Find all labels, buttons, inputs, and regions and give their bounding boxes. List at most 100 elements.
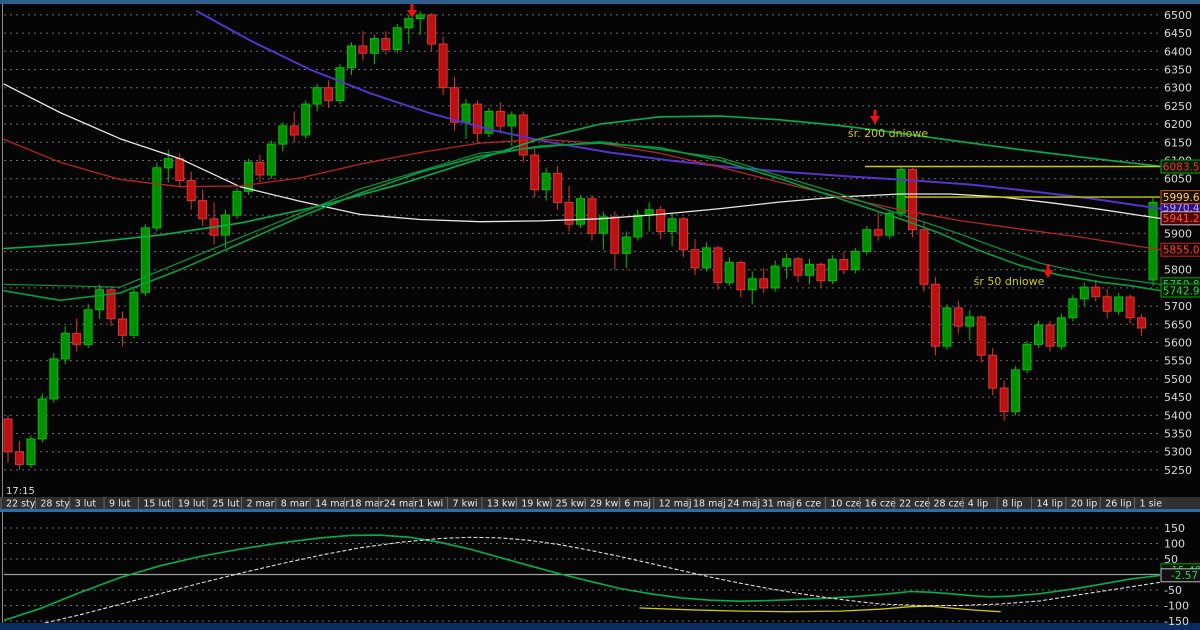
date-label: 15 lut [143,499,171,510]
candle-up [633,214,643,238]
candle-up [1034,324,1043,345]
candle-up [1056,317,1066,347]
date-label: 25 lut [212,499,240,510]
date-label: 2 mar [246,499,274,510]
price-value-boxes: 6083.565970.425999.615941.235855.055759.… [1160,159,1200,298]
candle-down [839,259,849,271]
candle-up [827,259,837,282]
date-axis-separator [0,509,1200,512]
window-bottom-edge [0,623,1200,630]
candle-down [736,261,746,291]
candle-down [289,125,299,136]
ma-white [3,83,1161,223]
candle-down [427,14,437,45]
candle-down [873,229,883,236]
date-label: 1 sie [1140,499,1163,510]
price-box-value: 6083.56 [1163,161,1200,173]
candle-down [450,87,459,123]
candle-up [782,258,792,267]
date-label: 7 kwi [453,499,478,510]
hist-avg-line [639,605,1001,613]
candle-down [656,209,666,232]
indicator-axis-label: -50 [1164,584,1182,597]
candle-up [129,291,139,336]
price-axis-label: 5400 [1164,409,1192,422]
candle-up [404,18,414,29]
price-axis-label: 5500 [1164,373,1192,386]
candle-down [610,216,620,254]
candle-down [976,316,986,356]
candle-up [576,198,585,225]
price-axis-label: 5600 [1164,337,1192,350]
candle-down [1137,317,1146,329]
date-label: 10 cze [830,499,861,510]
candle-down [999,387,1009,413]
date-label: 28 sty [40,499,70,510]
candle-down [1045,324,1055,347]
candle-down [324,87,334,101]
candle-up [1022,343,1032,371]
ma-green-50 [3,142,1161,302]
candle-down [679,218,688,251]
date-label: 29 kwi [590,499,621,510]
price-axis-label: 5450 [1164,391,1192,404]
candle-down [1125,296,1135,319]
date-label: 14 lip [1037,499,1063,510]
window-top-edge [0,0,1200,4]
indicator-axis-label: 150 [1164,522,1185,535]
date-label: 19 kwi [521,499,552,510]
price-box-frame [1160,190,1200,205]
price-axis-label: 6500 [1164,9,1192,22]
moving-averages [3,10,1161,302]
candle-up [896,169,906,214]
candle-down [381,38,391,50]
indicator-axis-label: -150 [1164,615,1189,628]
candle-up [95,289,105,311]
candle-down [175,158,185,181]
candle-down [106,289,116,320]
price-box: 5941.23 [1160,211,1200,226]
candle-up [243,161,253,192]
date-label: 6 maj [624,499,651,510]
candle-up [392,27,402,50]
candle-up [369,38,379,54]
candle-down [3,418,13,453]
candle-up [83,309,93,345]
candle-down [472,103,482,134]
price-box-value: 5742.92 [1163,285,1200,297]
date-label: 22 cze [899,499,930,510]
indicator-box-value: -2.57 [1171,570,1198,582]
candle-up [312,87,322,105]
date-label: 8 lip [1002,499,1022,510]
price-box: 5855.05 [1160,242,1200,257]
candle-up [507,114,517,127]
candle-up [278,125,288,145]
price-axis-label: 5300 [1164,446,1192,459]
date-label: 4 lip [968,499,988,510]
price-axis-label: 6250 [1164,100,1192,113]
date-label: 16 cze [865,499,896,510]
price-box: 5742.92 [1160,283,1200,298]
price-box-frame [1160,211,1200,226]
annotations: śr. 200 dniowe śr 50 dniowe [407,4,1053,288]
date-label: 19 lut [178,499,206,510]
candle-up [701,247,711,269]
price-axis-label: 6300 [1164,82,1192,95]
candle-up [770,265,780,289]
indicator-axis-label: 100 [1164,538,1185,551]
indicator-panel: 150 100 50 -50 -100 -150 [4,522,1189,628]
candle-down [564,201,574,225]
candle-down [495,110,505,127]
candle-up [152,167,162,229]
candle-up [1011,369,1021,413]
date-label: 12 maj [659,499,692,510]
date-label: 14 mar [315,499,349,510]
candle-down [793,258,803,276]
candle-up [347,45,356,69]
candle-down [118,318,127,336]
indicator-box-frame [1160,568,1200,583]
price-axis-label: 6400 [1164,45,1192,58]
price-box-frame [1160,159,1200,174]
price-axis-label: 6450 [1164,27,1192,40]
